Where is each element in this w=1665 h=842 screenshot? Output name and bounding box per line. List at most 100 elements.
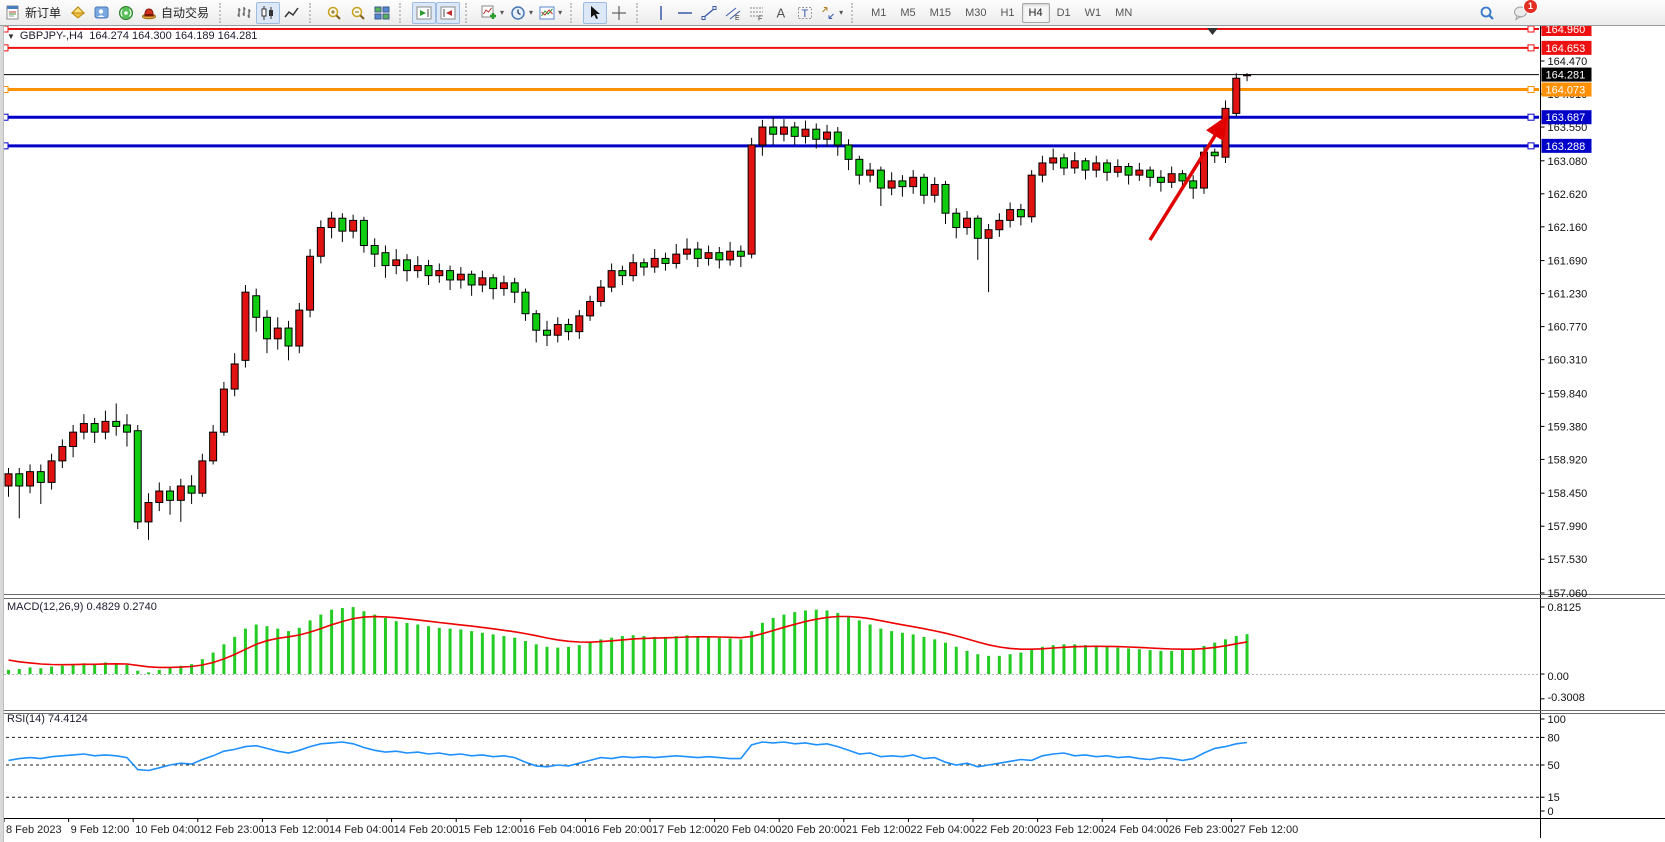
symbol-ohlc-text: GBPJPY-,H4 164.274 164.300 164.189 164.2… [19, 30, 258, 42]
dropdown-arrow-icon: ▾ [839, 8, 844, 17]
candlestick-chart-button[interactable] [256, 1, 281, 24]
chart-window-button[interactable] [90, 2, 114, 24]
tile-icon [374, 5, 390, 21]
trend-line-button[interactable] [697, 2, 721, 24]
bars-icon [236, 5, 252, 21]
svg-text:163.288: 163.288 [1546, 141, 1586, 153]
macd-pane: 0.8125 0.00 -0.3008 [0, 602, 1585, 704]
line-handle[interactable] [1527, 25, 1535, 33]
svg-text:T: T [802, 8, 809, 20]
timeframe-m15[interactable]: M15 [923, 3, 958, 23]
svg-text:9 Feb 12:00: 9 Feb 12:00 [71, 824, 130, 836]
bar-chart-button[interactable] [232, 2, 256, 24]
text-label-button[interactable]: T [793, 2, 817, 24]
timeframe-mn[interactable]: MN [1108, 3, 1139, 23]
line-chart-button[interactable] [280, 2, 304, 24]
crosshair-button[interactable] [607, 2, 631, 24]
timeframe-m5[interactable]: M5 [893, 3, 922, 23]
svg-text:15: 15 [1548, 792, 1560, 804]
toolbar-separator [465, 2, 474, 23]
dropdown-arrow-icon: ▾ [558, 8, 563, 17]
svg-text:21 Feb 12:00: 21 Feb 12:00 [846, 824, 911, 836]
timeframe-m30[interactable]: M30 [958, 3, 993, 23]
search-icon [1479, 5, 1495, 21]
toolbar-separator [219, 2, 228, 23]
svg-text:161.690: 161.690 [1548, 256, 1588, 268]
text-button[interactable]: A [769, 2, 793, 24]
auto-scroll-button[interactable] [412, 1, 437, 24]
zoom-out-button[interactable] [346, 2, 370, 24]
timeframe-h4[interactable]: H4 [1021, 2, 1050, 23]
templates-button[interactable]: ▾ [536, 2, 565, 24]
timeframe-d1[interactable]: D1 [1050, 3, 1078, 23]
ea-hat-icon [141, 5, 157, 21]
arrows-icon [820, 5, 836, 21]
rsi-indicator-label: RSI(14) 74.4124 [7, 713, 88, 725]
notifications-button[interactable]: 1 [1509, 0, 1538, 24]
timeframe-h1[interactable]: H1 [993, 3, 1021, 23]
indicators-button[interactable]: ▾ [478, 2, 507, 24]
svg-text:157.530: 157.530 [1548, 554, 1588, 566]
indicators-icon [481, 5, 497, 21]
line-handle[interactable] [1527, 44, 1535, 52]
toolbar-separator [636, 2, 645, 23]
chart-title[interactable]: ▼ GBPJPY-,H4 164.274 164.300 164.189 164… [7, 30, 257, 42]
linechart-icon [284, 5, 300, 21]
line-handle[interactable] [1527, 142, 1535, 150]
line-handle[interactable] [1527, 86, 1535, 94]
cursor-icon [587, 5, 603, 21]
vertical-line-button[interactable] [649, 2, 673, 24]
timeframe-m1[interactable]: M1 [864, 3, 893, 23]
zoom-out-icon [350, 5, 366, 21]
channel-icon: E [725, 5, 741, 21]
tile-windows-button[interactable] [370, 2, 394, 24]
new-order-button[interactable]: 新订单 [2, 2, 66, 24]
line-handle[interactable] [1527, 113, 1535, 121]
signals-button[interactable] [114, 2, 138, 24]
zoom-in-button[interactable] [322, 2, 346, 24]
price-badges: 164.960 164.653 164.073 163.687 163.288 164.2… [1541, 22, 1592, 153]
svg-text:12 Feb 23:00: 12 Feb 23:00 [200, 824, 265, 836]
chart-shift-button[interactable] [436, 1, 461, 24]
svg-text:F: F [758, 15, 762, 21]
dropdown-arrow-icon: ▾ [529, 8, 534, 17]
auto-trading-button[interactable]: 自动交易 [138, 2, 214, 24]
zoom-in-icon [326, 5, 342, 21]
equidistant-channel-button[interactable]: E [721, 2, 745, 24]
date-axis[interactable]: 8 Feb 2023 9 Feb 12:00 10 Feb 04:00 12 Feb … [3, 818, 1298, 836]
text-icon: A [773, 5, 789, 21]
svg-text:50: 50 [1548, 760, 1560, 772]
new-order-label: 新订单 [25, 6, 62, 20]
horizontal-line-button[interactable] [673, 2, 697, 24]
hline-icon [677, 5, 693, 21]
svg-text:157.990: 157.990 [1548, 521, 1588, 533]
trendline-icon [701, 5, 717, 21]
svg-text:17 Feb 12:00: 17 Feb 12:00 [652, 824, 717, 836]
svg-text:80: 80 [1548, 732, 1560, 744]
search-button[interactable] [1475, 2, 1499, 24]
toolbar-separator [570, 2, 579, 23]
price-axis-ticks: 164.930164.470164.010163.550163.080162.6… [1540, 23, 1588, 600]
toolbar-right-group: 1 [1475, 0, 1538, 24]
svg-text:24 Feb 04:00: 24 Feb 04:00 [1104, 824, 1169, 836]
cursor-button[interactable] [583, 1, 608, 24]
text-label-icon: T [797, 5, 813, 21]
crosshair-icon [611, 5, 627, 21]
dropdown-arrow-icon: ▾ [500, 8, 505, 17]
new-order-icon [5, 5, 21, 21]
svg-text:0: 0 [1548, 806, 1554, 818]
chevron-down-icon: ▼ [7, 31, 15, 41]
svg-text:20 Feb 04:00: 20 Feb 04:00 [717, 824, 782, 836]
trend-arrow-annotation[interactable] [1148, 115, 1228, 241]
timeframe-w1[interactable]: W1 [1078, 3, 1109, 23]
toolbar-separator [309, 2, 318, 23]
svg-text:164.281: 164.281 [1546, 70, 1586, 82]
svg-text:161.230: 161.230 [1548, 289, 1588, 301]
market-watch-button[interactable] [66, 2, 90, 24]
periods-button[interactable]: ▾ [507, 2, 536, 24]
arrows-button[interactable]: ▾ [817, 2, 846, 24]
svg-text:160.310: 160.310 [1548, 355, 1588, 367]
fibonacci-button[interactable]: F [745, 2, 769, 24]
svg-text:27 Feb 12:00: 27 Feb 12:00 [1233, 824, 1298, 836]
